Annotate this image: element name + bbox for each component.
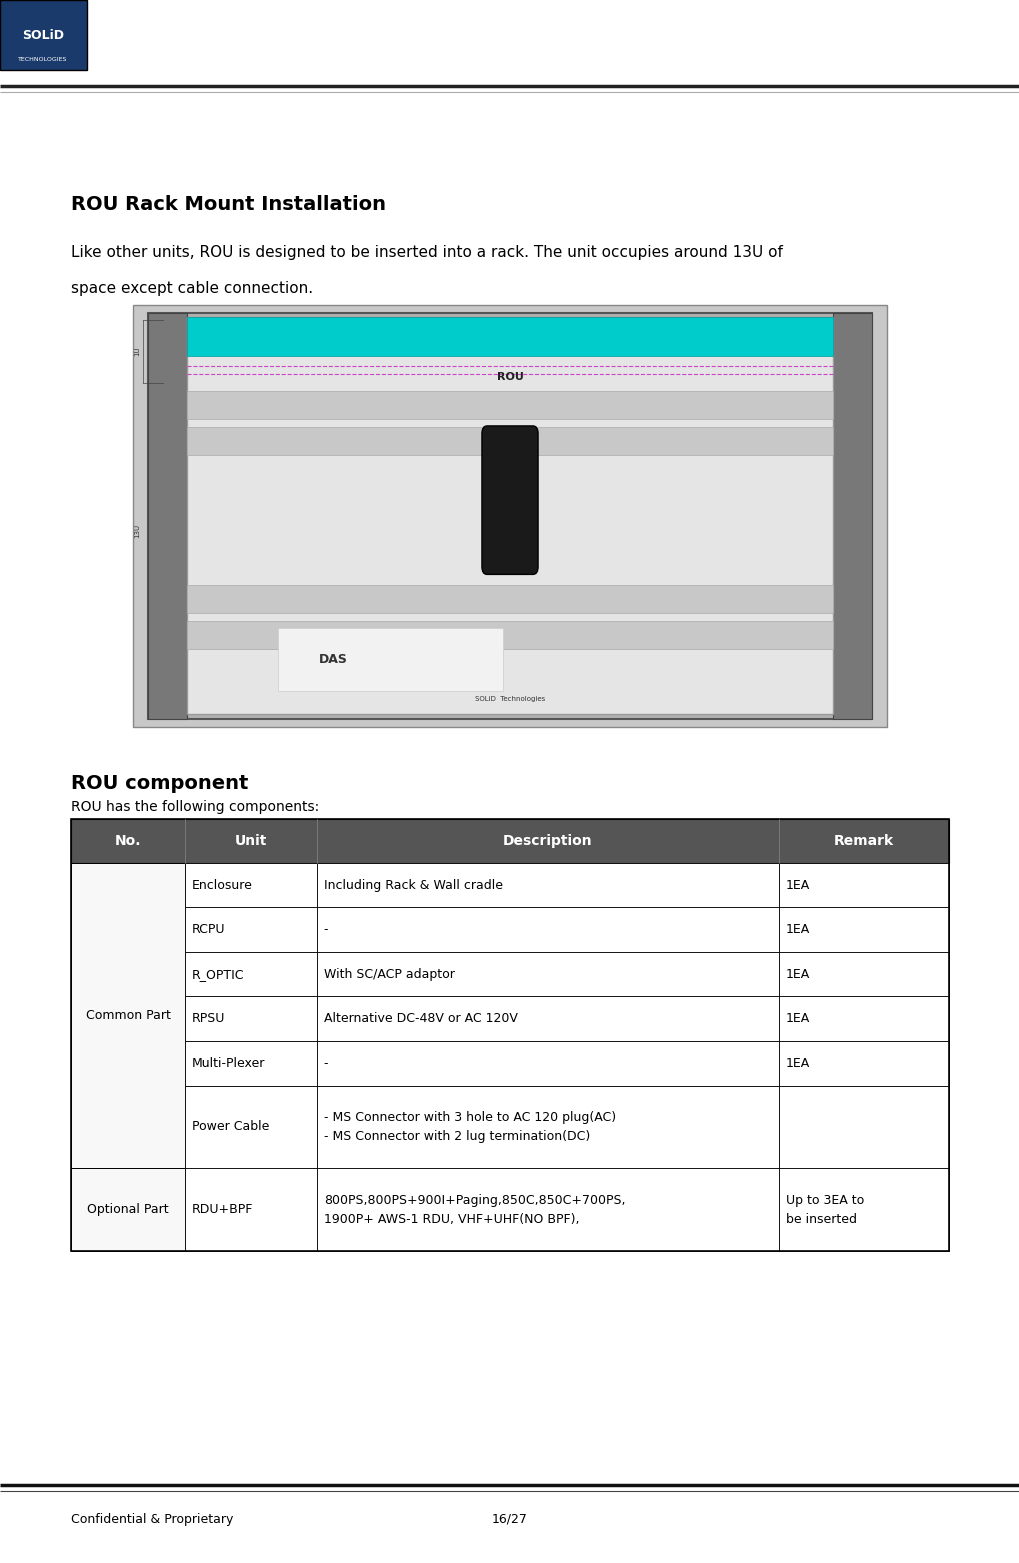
FancyBboxPatch shape bbox=[186, 317, 833, 714]
Text: DAS: DAS bbox=[319, 653, 347, 666]
FancyBboxPatch shape bbox=[184, 997, 316, 1041]
FancyBboxPatch shape bbox=[71, 819, 948, 863]
Text: RPSU: RPSU bbox=[192, 1013, 225, 1025]
FancyBboxPatch shape bbox=[184, 907, 316, 952]
FancyBboxPatch shape bbox=[186, 427, 833, 455]
FancyBboxPatch shape bbox=[779, 1169, 948, 1252]
Text: ROU component: ROU component bbox=[71, 774, 249, 792]
Text: SOLiD: SOLiD bbox=[21, 28, 64, 42]
Text: Confidential & Proprietary: Confidential & Proprietary bbox=[71, 1513, 233, 1525]
FancyBboxPatch shape bbox=[779, 997, 948, 1041]
Text: - MS Connector with 3 hole to AC 120 plug(AC)
- MS Connector with 2 lug terminat: - MS Connector with 3 hole to AC 120 plu… bbox=[323, 1111, 615, 1143]
Text: 16/27: 16/27 bbox=[491, 1513, 528, 1525]
Text: 1EA: 1EA bbox=[786, 878, 809, 891]
Text: Common Part: Common Part bbox=[86, 1010, 170, 1022]
FancyBboxPatch shape bbox=[833, 313, 871, 719]
FancyBboxPatch shape bbox=[316, 1086, 779, 1169]
FancyBboxPatch shape bbox=[148, 313, 871, 719]
Text: 1EA: 1EA bbox=[786, 967, 809, 980]
FancyBboxPatch shape bbox=[184, 863, 316, 907]
Text: TECHNOLOGIES: TECHNOLOGIES bbox=[18, 56, 67, 63]
Text: Like other units, ROU is designed to be inserted into a rack. The unit occupies : Like other units, ROU is designed to be … bbox=[71, 245, 783, 261]
FancyBboxPatch shape bbox=[184, 1086, 316, 1169]
Text: 1EA: 1EA bbox=[786, 924, 809, 936]
Text: RCPU: RCPU bbox=[192, 924, 225, 936]
Text: 1U: 1U bbox=[135, 347, 141, 356]
Text: No.: No. bbox=[114, 835, 141, 847]
FancyBboxPatch shape bbox=[779, 907, 948, 952]
Text: 800PS,800PS+900I+Paging,850C,850C+700PS,
1900P+ AWS-1 RDU, VHF+UHF(NO BPF),: 800PS,800PS+900I+Paging,850C,850C+700PS,… bbox=[323, 1194, 625, 1225]
Text: Multi-Plexer: Multi-Plexer bbox=[192, 1057, 265, 1069]
FancyBboxPatch shape bbox=[186, 621, 833, 649]
Text: ROU has the following components:: ROU has the following components: bbox=[71, 800, 319, 814]
Text: Enclosure: Enclosure bbox=[192, 878, 253, 891]
FancyBboxPatch shape bbox=[316, 1169, 779, 1252]
Text: space except cable connection.: space except cable connection. bbox=[71, 281, 313, 297]
FancyBboxPatch shape bbox=[132, 305, 887, 727]
FancyBboxPatch shape bbox=[316, 952, 779, 997]
Text: Alternative DC-48V or AC 120V: Alternative DC-48V or AC 120V bbox=[323, 1013, 518, 1025]
Text: R_OPTIC: R_OPTIC bbox=[192, 967, 244, 980]
FancyBboxPatch shape bbox=[186, 391, 833, 419]
FancyBboxPatch shape bbox=[184, 1041, 316, 1086]
FancyBboxPatch shape bbox=[186, 585, 833, 613]
Text: -: - bbox=[323, 924, 328, 936]
Text: Remark: Remark bbox=[833, 835, 893, 847]
FancyBboxPatch shape bbox=[779, 952, 948, 997]
FancyBboxPatch shape bbox=[316, 997, 779, 1041]
Text: 1EA: 1EA bbox=[786, 1057, 809, 1069]
FancyBboxPatch shape bbox=[779, 1041, 948, 1086]
Text: With SC/ACP adaptor: With SC/ACP adaptor bbox=[323, 967, 454, 980]
FancyBboxPatch shape bbox=[482, 427, 538, 574]
FancyBboxPatch shape bbox=[184, 952, 316, 997]
FancyBboxPatch shape bbox=[0, 0, 87, 70]
Text: Power Cable: Power Cable bbox=[192, 1121, 269, 1133]
Text: -: - bbox=[323, 1057, 328, 1069]
Text: ROU Rack Mount Installation: ROU Rack Mount Installation bbox=[71, 195, 386, 214]
Text: Including Rack & Wall cradle: Including Rack & Wall cradle bbox=[323, 878, 502, 891]
FancyBboxPatch shape bbox=[148, 313, 186, 719]
Text: SOLiD  Technologies: SOLiD Technologies bbox=[475, 696, 544, 702]
Text: Up to 3EA to
be inserted: Up to 3EA to be inserted bbox=[786, 1194, 863, 1225]
Text: 1EA: 1EA bbox=[786, 1013, 809, 1025]
FancyBboxPatch shape bbox=[779, 863, 948, 907]
FancyBboxPatch shape bbox=[316, 907, 779, 952]
Text: RDU+BPF: RDU+BPF bbox=[192, 1204, 253, 1216]
Text: 13U: 13U bbox=[135, 524, 141, 539]
Text: ROU: ROU bbox=[496, 372, 523, 381]
FancyBboxPatch shape bbox=[184, 1169, 316, 1252]
FancyBboxPatch shape bbox=[278, 628, 502, 691]
FancyBboxPatch shape bbox=[316, 863, 779, 907]
FancyBboxPatch shape bbox=[71, 1169, 184, 1252]
Text: Optional Part: Optional Part bbox=[87, 1204, 168, 1216]
FancyBboxPatch shape bbox=[186, 317, 833, 356]
Text: Description: Description bbox=[502, 835, 592, 847]
FancyBboxPatch shape bbox=[779, 1086, 948, 1169]
FancyBboxPatch shape bbox=[71, 863, 184, 1169]
Text: Unit: Unit bbox=[234, 835, 267, 847]
FancyBboxPatch shape bbox=[316, 1041, 779, 1086]
